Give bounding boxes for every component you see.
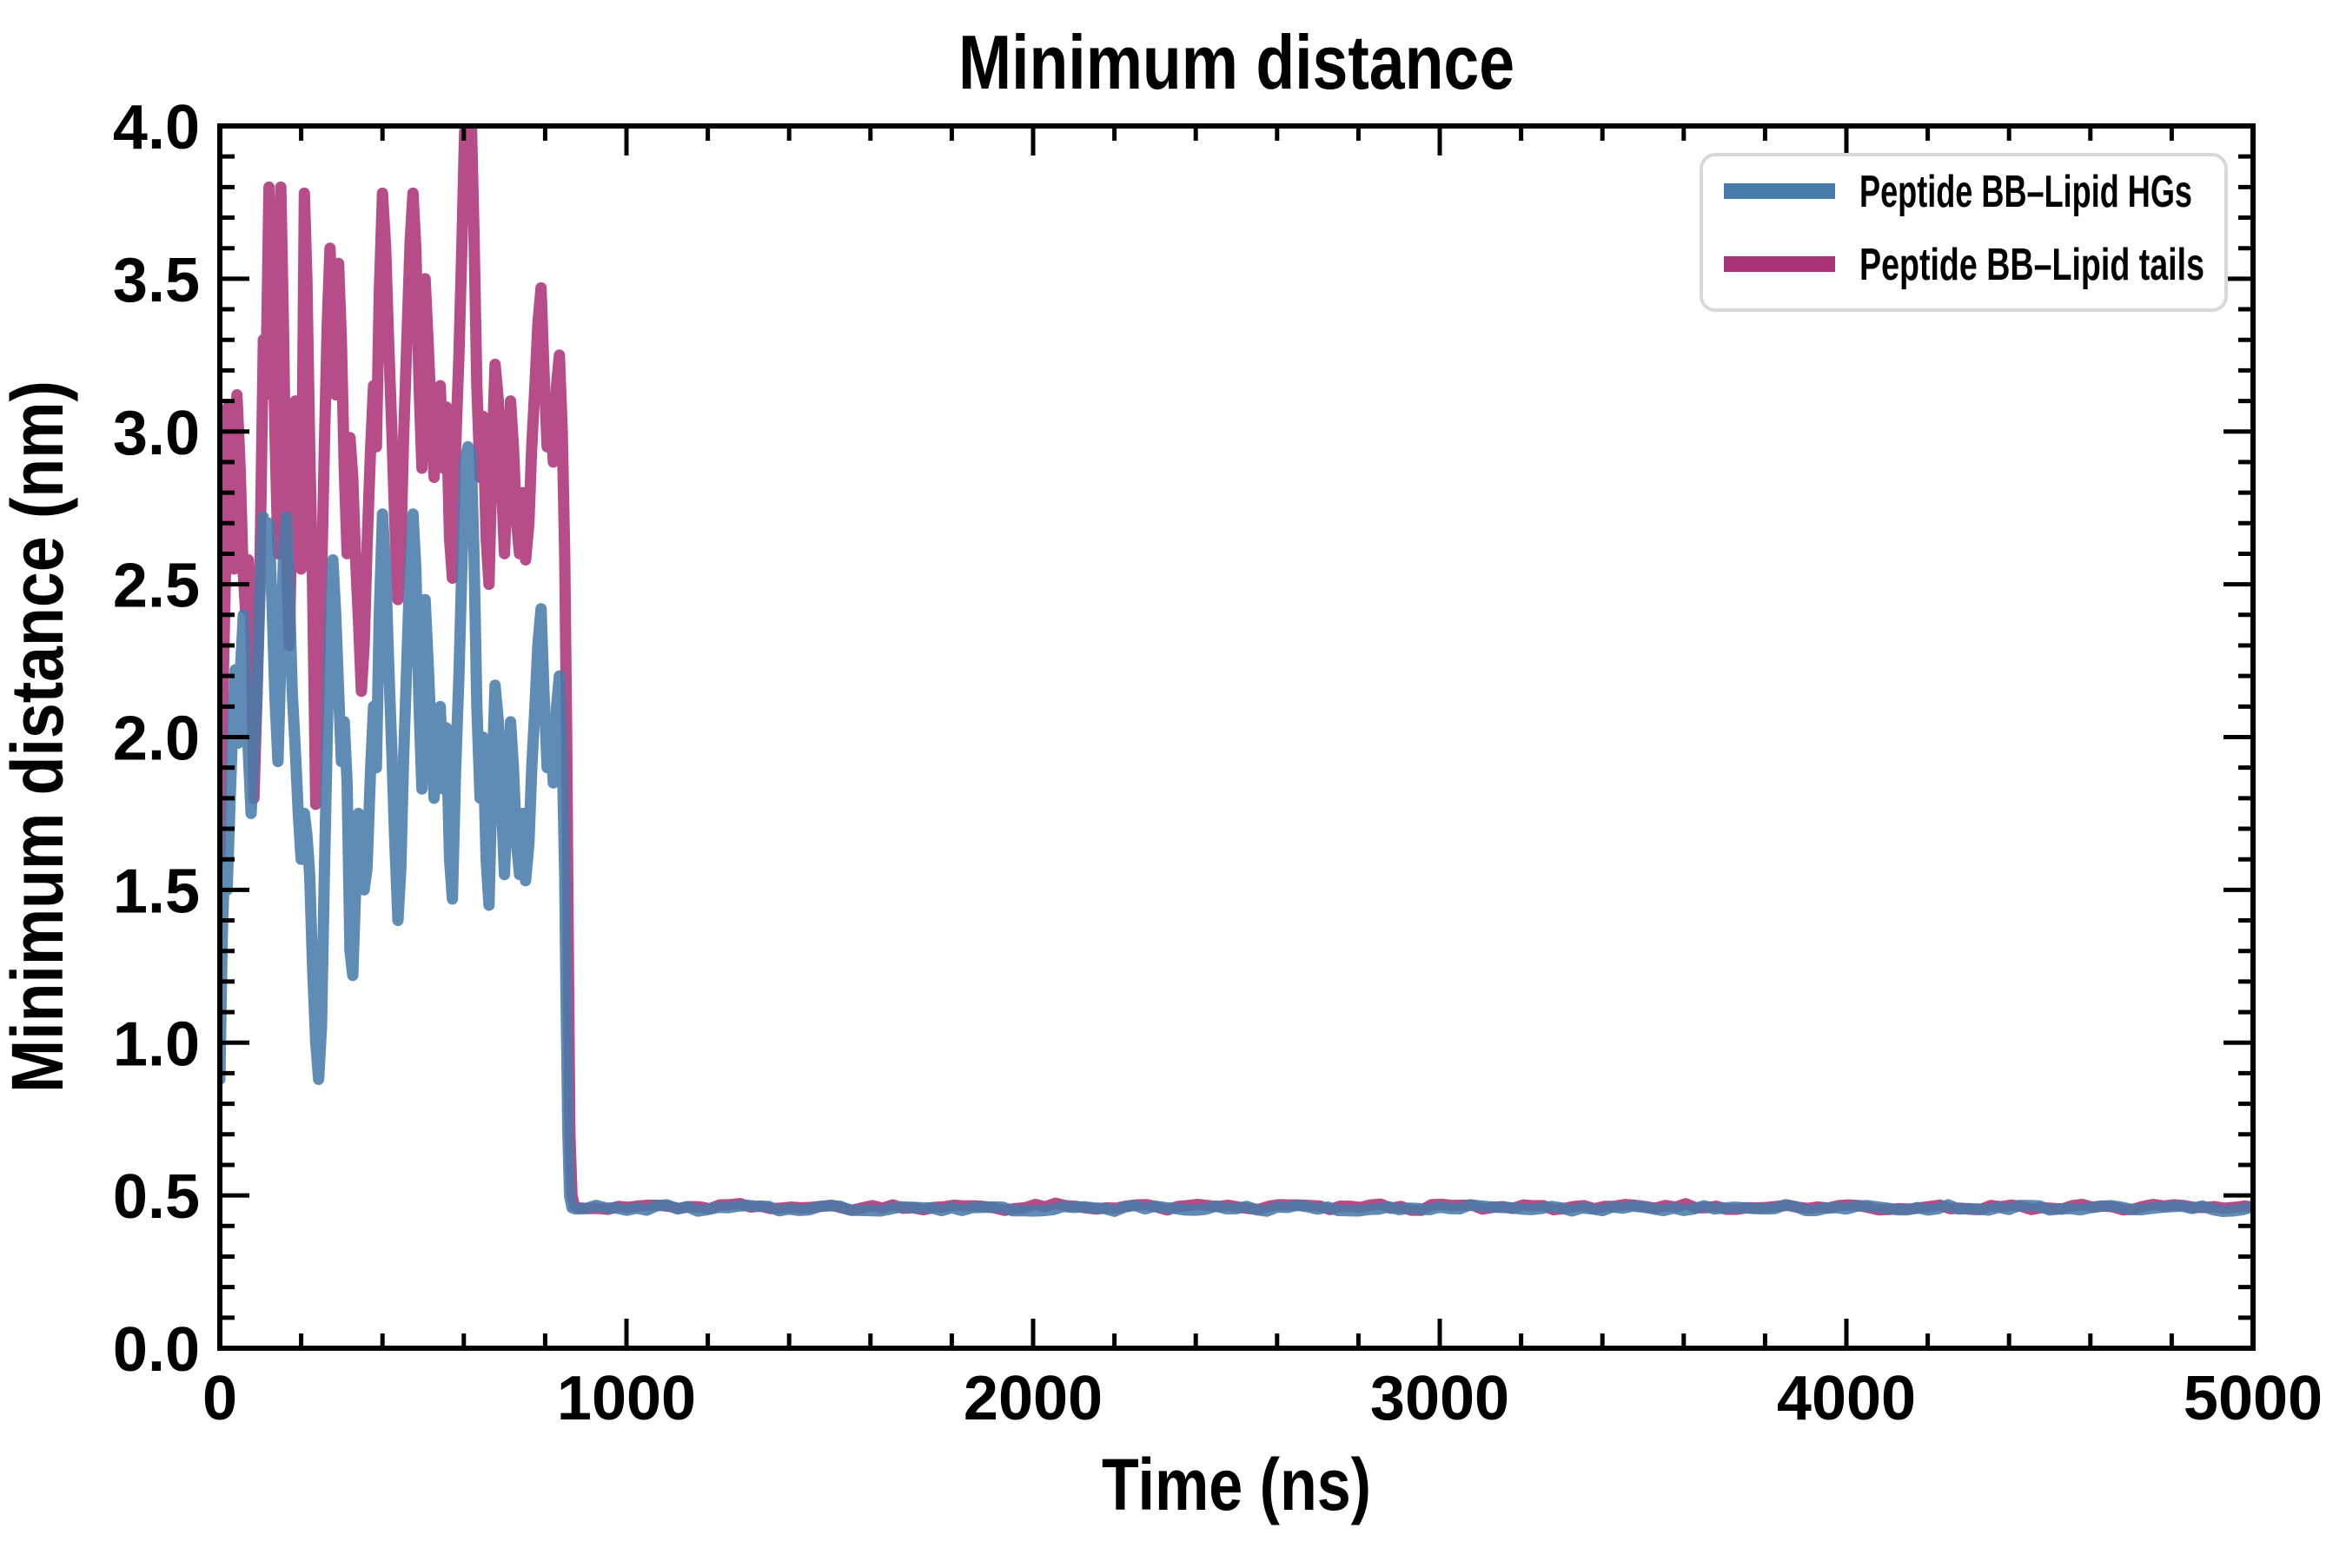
y-tick-label: 3.0 bbox=[113, 399, 200, 468]
y-tick-label: 3.5 bbox=[113, 246, 200, 315]
axis-tick-labels: 0 1000 2000 3000 4000 5000 0.0 0.5 1.0 1.5 2.0 2.5 3… bbox=[113, 93, 2323, 1433]
x-tick-label: 5000 bbox=[2184, 1364, 2323, 1433]
x-tick-label: 0 bbox=[202, 1364, 237, 1433]
series-line-peptide-bb-lipid-hgs bbox=[220, 440, 2253, 1217]
x-tick-label: 4000 bbox=[1777, 1364, 1916, 1433]
y-tick-label: 0.5 bbox=[113, 1162, 200, 1232]
x-tick-label: 3000 bbox=[1370, 1364, 1509, 1433]
y-tick-label: 2.5 bbox=[113, 552, 200, 621]
y-tick-label: 1.5 bbox=[113, 857, 200, 926]
legend-label-peptide-bb-lipid-hgs: Peptide BB–Lipid HGs bbox=[1859, 167, 2192, 217]
legend-label-peptide-bb-lipid-tails: Peptide BB–Lipid tails bbox=[1859, 240, 2204, 290]
series-lines bbox=[220, 126, 2253, 1217]
y-tick-label: 1.0 bbox=[113, 1009, 200, 1079]
chart-title: Minimum distance bbox=[958, 19, 1514, 105]
x-tick-label: 1000 bbox=[557, 1364, 696, 1433]
y-tick-label: 0.0 bbox=[113, 1315, 200, 1385]
x-axis-label: Time (ns) bbox=[1102, 1444, 1371, 1525]
plot-border bbox=[217, 123, 2256, 1351]
x-tick-label: 2000 bbox=[964, 1364, 1103, 1433]
legend: Peptide BB–Lipid HGs Peptide BB–Lipid ta… bbox=[1700, 153, 2228, 312]
plot-area: 0 1000 2000 3000 4000 5000 0.0 0.5 1.0 1.5 2.0 2.5 3… bbox=[113, 93, 2323, 1433]
y-axis-label: Minimum distance (nm) bbox=[0, 380, 78, 1093]
y-tick-label: 2.0 bbox=[113, 705, 200, 774]
y-tick-label: 4.0 bbox=[113, 93, 200, 162]
